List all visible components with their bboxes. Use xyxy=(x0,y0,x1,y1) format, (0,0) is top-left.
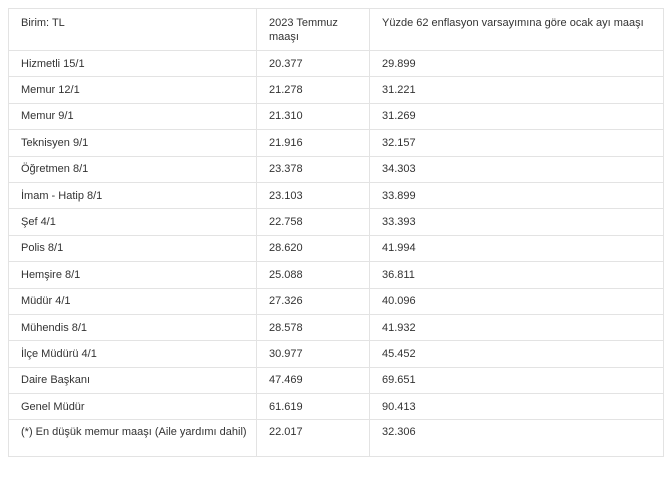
row-january-projected-salary: 41.994 xyxy=(369,234,664,263)
row-july-2023-salary: 23.103 xyxy=(256,181,370,210)
row-january-projected-salary: 45.452 xyxy=(369,340,664,368)
row-position: Memur 12/1 xyxy=(8,76,257,104)
row-january-projected-salary: 69.651 xyxy=(369,366,664,395)
row-july-2023-salary: 25.088 xyxy=(256,261,370,289)
row-january-projected-salary: 34.303 xyxy=(369,155,664,183)
header-january-projected-salary: Yüzde 62 enflasyon varsayımına göre ocak… xyxy=(369,8,664,51)
row-january-projected-salary: 41.932 xyxy=(369,313,664,342)
row-january-projected-salary: 40.096 xyxy=(369,287,664,315)
row-position: Şef 4/1 xyxy=(8,208,257,236)
salary-table-container: Birim: TL 2023 Temmuz maaşı Yüzde 62 enf… xyxy=(8,8,664,458)
table-row: Hizmetli 15/1 20.377 29.899 xyxy=(8,49,664,78)
row-july-2023-salary: 21.278 xyxy=(256,76,370,104)
table-row: Polis 8/1 28.620 41.994 xyxy=(8,234,664,263)
salary-table: Birim: TL 2023 Temmuz maaşı Yüzde 62 enf… xyxy=(8,8,664,458)
row-position: Hemşire 8/1 xyxy=(8,261,257,289)
row-position: Daire Başkanı xyxy=(8,366,257,395)
row-july-2023-salary: 28.620 xyxy=(256,234,370,263)
row-january-projected-salary: 33.393 xyxy=(369,208,664,236)
row-july-2023-salary: 22.758 xyxy=(256,208,370,236)
row-july-2023-salary: 21.916 xyxy=(256,129,370,157)
table-row: Öğretmen 8/1 23.378 34.303 xyxy=(8,155,664,183)
table-header-row: Birim: TL 2023 Temmuz maaşı Yüzde 62 enf… xyxy=(8,8,664,51)
table-row: Daire Başkanı 47.469 69.651 xyxy=(8,366,664,395)
row-position: İlçe Müdürü 4/1 xyxy=(8,340,257,368)
row-july-2023-salary: 20.377 xyxy=(256,49,370,78)
row-position: Müdür 4/1 xyxy=(8,287,257,315)
row-july-2023-salary: 21.310 xyxy=(256,102,370,131)
row-january-projected-salary: 32.306 xyxy=(369,419,664,458)
table-row: İmam - Hatip 8/1 23.103 33.899 xyxy=(8,181,664,210)
row-january-projected-salary: 32.157 xyxy=(369,129,664,157)
table-row: Memur 9/1 21.310 31.269 xyxy=(8,102,664,131)
table-row: Şef 4/1 22.758 33.393 xyxy=(8,208,664,236)
table-row: Mühendis 8/1 28.578 41.932 xyxy=(8,313,664,342)
row-january-projected-salary: 90.413 xyxy=(369,393,664,421)
row-july-2023-salary: 22.017 xyxy=(256,419,370,458)
row-position: Genel Müdür xyxy=(8,393,257,421)
row-position: Mühendis 8/1 xyxy=(8,313,257,342)
row-january-projected-salary: 31.269 xyxy=(369,102,664,131)
row-july-2023-salary: 28.578 xyxy=(256,313,370,342)
row-january-projected-salary: 36.811 xyxy=(369,261,664,289)
row-position: Teknisyen 9/1 xyxy=(8,129,257,157)
row-position: Polis 8/1 xyxy=(8,234,257,263)
row-position: Hizmetli 15/1 xyxy=(8,49,257,78)
table-row: Teknisyen 9/1 21.916 32.157 xyxy=(8,129,664,157)
salary-table-body: Birim: TL 2023 Temmuz maaşı Yüzde 62 enf… xyxy=(8,8,664,458)
row-july-2023-salary: 61.619 xyxy=(256,393,370,421)
table-row: Memur 12/1 21.278 31.221 xyxy=(8,76,664,104)
row-position: Memur 9/1 xyxy=(8,102,257,131)
table-row: Hemşire 8/1 25.088 36.811 xyxy=(8,261,664,289)
row-position: İmam - Hatip 8/1 xyxy=(8,181,257,210)
table-row: İlçe Müdürü 4/1 30.977 45.452 xyxy=(8,340,664,368)
row-july-2023-salary: 27.326 xyxy=(256,287,370,315)
table-row: Genel Müdür 61.619 90.413 xyxy=(8,393,664,421)
row-july-2023-salary: 23.378 xyxy=(256,155,370,183)
table-row: Müdür 4/1 27.326 40.096 xyxy=(8,287,664,315)
row-position: (*) En düşük memur maaşı (Aile yardımı d… xyxy=(8,419,257,458)
row-july-2023-salary: 47.469 xyxy=(256,366,370,395)
row-position: Öğretmen 8/1 xyxy=(8,155,257,183)
header-july-2023-salary: 2023 Temmuz maaşı xyxy=(256,8,370,51)
row-january-projected-salary: 33.899 xyxy=(369,181,664,210)
row-january-projected-salary: 29.899 xyxy=(369,49,664,78)
header-unit: Birim: TL xyxy=(8,8,257,51)
table-row: (*) En düşük memur maaşı (Aile yardımı d… xyxy=(8,419,664,458)
row-july-2023-salary: 30.977 xyxy=(256,340,370,368)
row-january-projected-salary: 31.221 xyxy=(369,76,664,104)
